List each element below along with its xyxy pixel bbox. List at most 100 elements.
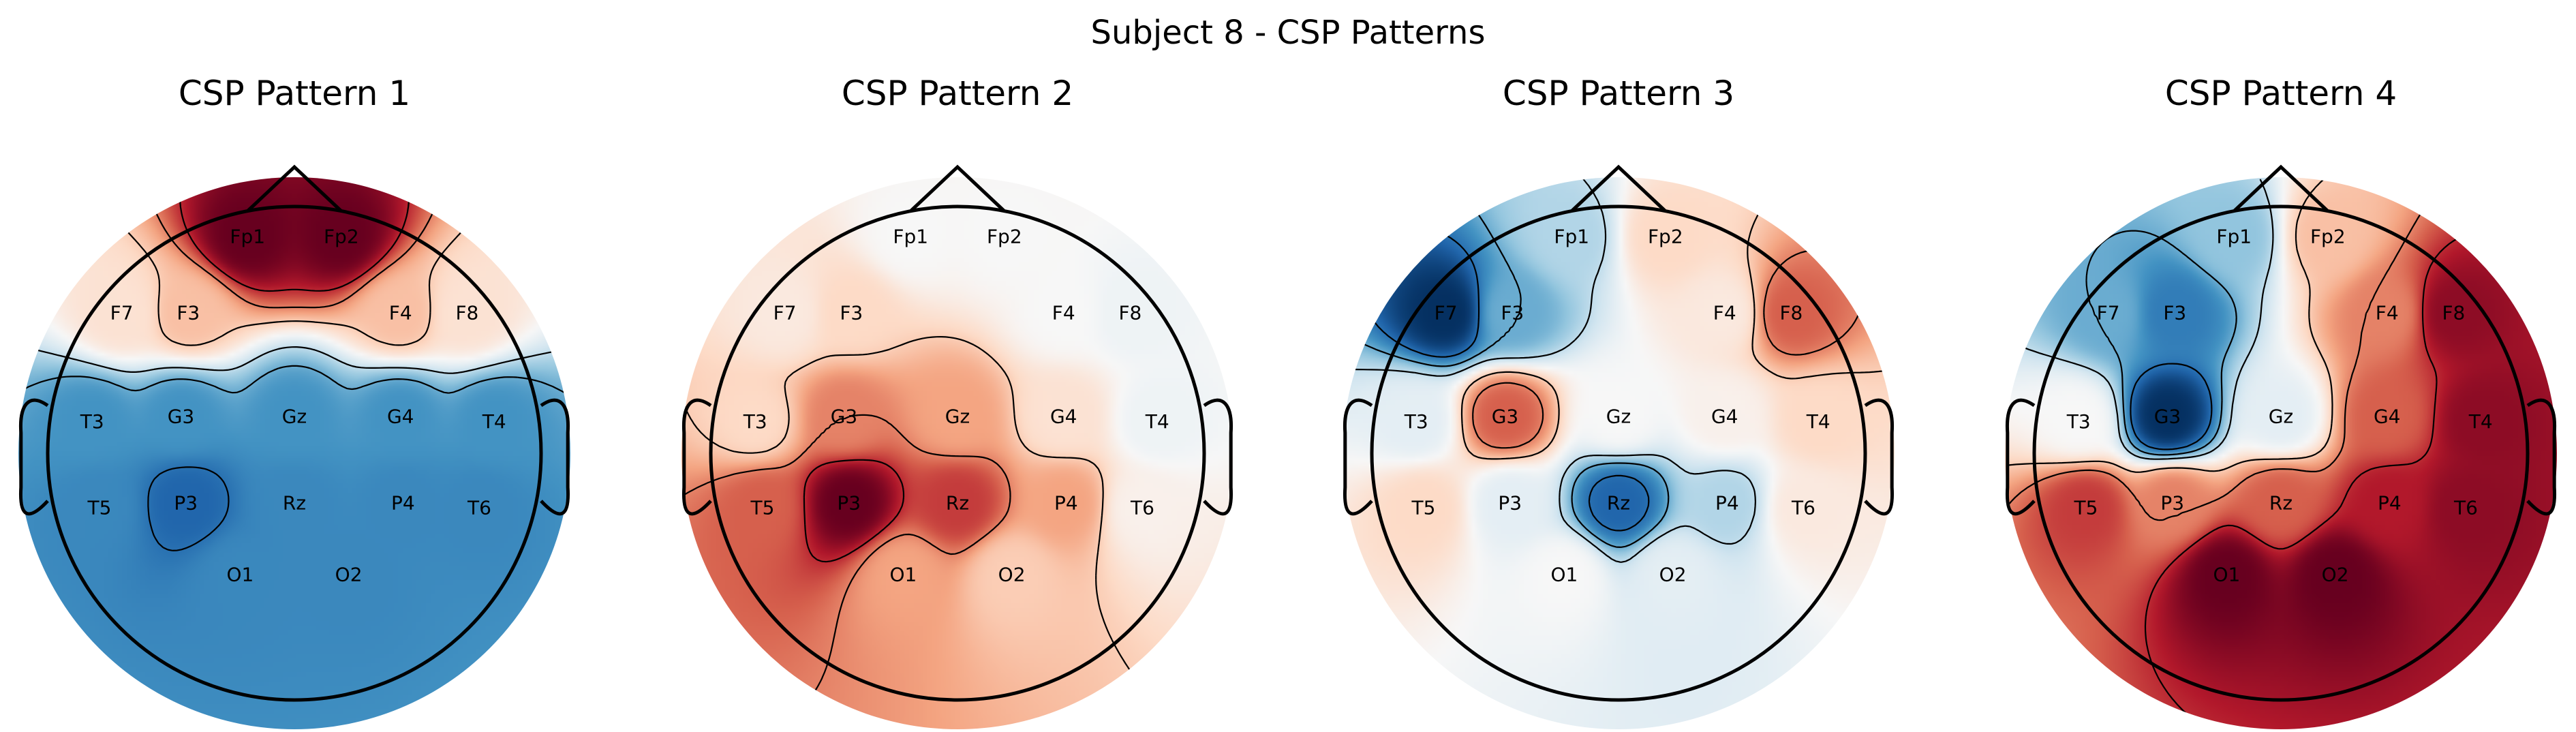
electrode-label-p3: P3 (837, 491, 861, 514)
electrode-label-gz: Gz (945, 406, 970, 428)
electrode-label-f4: F4 (2376, 302, 2399, 324)
electrode-label-o1: O1 (2213, 563, 2240, 585)
electrode-label-p4: P4 (1715, 491, 1739, 514)
electrode-label-p3: P3 (2160, 491, 2184, 514)
electrode-label-o1: O1 (889, 563, 917, 585)
topomap-panel-1: CSP Pattern 1 Fp1 Fp2 F7 F3 F4 F8 T3 G3 Gz G4 T4 T5… (18, 74, 570, 729)
electrode-label-f7: F7 (1435, 302, 1458, 324)
electrode-label-o2: O2 (335, 563, 363, 585)
panel-title-3: CSP Pattern 3 (1503, 74, 1734, 113)
electrode-label-f3: F3 (840, 302, 863, 324)
electrode-label-p4: P4 (2378, 491, 2402, 514)
electrode-label-g3: G3 (2154, 406, 2181, 428)
electrode-label-rz: Rz (283, 491, 306, 514)
panel-title-1: CSP Pattern 1 (179, 74, 410, 113)
electrode-label-o2: O2 (2322, 563, 2349, 585)
electrode-label-o2: O2 (1659, 563, 1687, 585)
electrode-label-f7: F7 (2097, 302, 2120, 324)
head-outline (46, 204, 543, 702)
electrode-label-o1: O1 (1550, 563, 1578, 585)
electrode-label-fp2: Fp2 (1648, 225, 1683, 247)
electrode-label-f4: F4 (389, 302, 412, 324)
electrode-label-t4: T4 (482, 410, 506, 433)
electrode-label-g4: G4 (2374, 406, 2401, 428)
head-outline (2032, 204, 2530, 702)
electrode-label-rz: Rz (946, 491, 969, 514)
nose-outline (910, 164, 1005, 212)
electrode-label-f3: F3 (177, 302, 200, 324)
electrode-label-p3: P3 (174, 491, 198, 514)
electrode-label-fp1: Fp1 (2216, 225, 2252, 247)
right-ear-outline (1203, 398, 1233, 516)
electrode-label-f4: F4 (1052, 302, 1075, 324)
electrode-label-t4: T4 (1145, 410, 1169, 433)
electrode-label-t6: T6 (2453, 497, 2478, 519)
electrode-label-p4: P4 (391, 491, 415, 514)
electrode-label-f7: F7 (110, 302, 134, 324)
right-ear-outline (2526, 398, 2557, 516)
electrode-label-g4: G4 (1711, 406, 1738, 428)
contour-line (2006, 179, 2333, 473)
contour-line (2006, 179, 2274, 460)
right-ear-outline (540, 398, 570, 516)
electrode-label-g3: G3 (831, 406, 858, 428)
electrode-label-gz: Gz (282, 406, 307, 428)
head-outline (709, 204, 1206, 702)
electrode-label-t4: T4 (1806, 410, 1830, 433)
right-ear-outline (1864, 398, 1895, 516)
panel-title-2: CSP Pattern 2 (842, 74, 1073, 113)
contour-line (147, 466, 230, 551)
electrode-label-fp1: Fp1 (230, 225, 265, 247)
electrode-label-fp1: Fp1 (893, 225, 928, 247)
electrode-label-fp2: Fp2 (324, 225, 359, 247)
electrode-label-f7: F7 (773, 302, 797, 324)
electrode-label-gz: Gz (2269, 406, 2293, 428)
electrode-label-fp2: Fp2 (987, 225, 1022, 247)
electrode-label-t3: T3 (2066, 410, 2091, 433)
electrode-label-f8: F8 (2442, 302, 2465, 324)
electrode-label-p4: P4 (1054, 491, 1078, 514)
topomap-heatmap-1 (18, 177, 570, 729)
nose-outline (1571, 164, 1666, 212)
panel-title-4: CSP Pattern 4 (2165, 74, 2397, 113)
electrode-label-f8: F8 (1118, 302, 1141, 324)
electrode-label-g4: G4 (1050, 406, 1077, 428)
left-ear-outline (1343, 398, 1373, 516)
contour-line (2085, 230, 2237, 456)
electrode-label-o1: O1 (226, 563, 254, 585)
topomap-heatmap-3 (1343, 177, 1895, 729)
electrode-label-t3: T3 (1404, 410, 1428, 433)
electrode-label-p3: P3 (1498, 491, 1522, 514)
topomap-heatmap-2 (681, 177, 1233, 729)
electrode-label-t3: T3 (80, 410, 104, 433)
electrode-label-fp1: Fp1 (1554, 225, 1589, 247)
contour-line (683, 414, 1011, 729)
electrode-label-t6: T6 (467, 497, 491, 519)
electrode-label-f8: F8 (455, 302, 478, 324)
electrode-label-g4: G4 (387, 406, 414, 428)
electrode-label-t5: T5 (2074, 497, 2098, 519)
left-ear-outline (681, 398, 712, 516)
topomap-panel-4: CSP Pattern 4 Fp1 Fp2 F7 F3 F4 F8 T3 G3 Gz G4 T4 T5… (2005, 74, 2557, 729)
electrode-label-t3: T3 (743, 410, 767, 433)
electrode-label-f3: F3 (1501, 302, 1524, 324)
contour-line (1344, 179, 1756, 563)
electrode-label-g3: G3 (1492, 406, 1519, 428)
electrode-label-o2: O2 (998, 563, 1026, 585)
electrode-label-gz: Gz (1606, 406, 1631, 428)
electrode-label-rz: Rz (1607, 491, 1630, 514)
electrode-label-t4: T4 (2468, 410, 2493, 433)
topomap-heatmap-4 (2005, 177, 2557, 729)
left-ear-outline (2005, 398, 2036, 516)
electrode-label-t5: T5 (1411, 497, 1436, 519)
electrode-label-t6: T6 (1791, 497, 1815, 519)
electrode-label-t6: T6 (1130, 497, 1154, 519)
electrode-label-g3: G3 (168, 406, 195, 428)
topomap-panel-3: CSP Pattern 3 Fp1 Fp2 F7 F3 F4 F8 T3 G3 Gz G4 T4 T5… (1343, 74, 1895, 729)
electrode-label-f8: F8 (1779, 302, 1803, 324)
nose-outline (2233, 164, 2329, 212)
left-ear-outline (18, 398, 49, 516)
electrode-label-t5: T5 (750, 497, 775, 519)
electrode-label-t5: T5 (87, 497, 112, 519)
